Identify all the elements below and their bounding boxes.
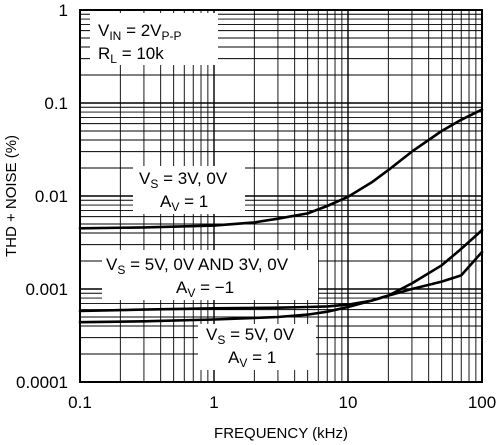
series-group: [78, 108, 484, 324]
y-tick-label: 0.01: [35, 187, 68, 206]
annotations: VIN = 2VP-P RL = 10k VS = 3V, 0V AV = 1 …: [90, 13, 318, 370]
curve3-av: AV = 1: [228, 348, 276, 370]
y-tick-label: 0.001: [25, 280, 68, 299]
curve1-label-bg: [133, 166, 245, 214]
curve2-vs: VS = 5V, 0V AND 3V, 0V: [106, 255, 289, 277]
x-axis-title: FREQUENCY (kHz): [214, 425, 348, 442]
series-line-3: [78, 250, 484, 324]
tick-labels: 0.1 1 10 100 0.0001 0.001 0.01 0.1 1: [16, 1, 496, 412]
curve3-label-bg: [198, 324, 316, 370]
curve1-vs: VS = 3V, 0V: [139, 169, 228, 191]
y-tick-label: 0.1: [44, 94, 68, 113]
curve3-vs: VS = 5V, 0V: [206, 325, 295, 347]
condition-rl: RL = 10k: [98, 44, 164, 66]
series-line-2: [78, 228, 484, 313]
y-axis-title: THD + NOISE (%): [3, 135, 20, 257]
series-line-1: [78, 108, 484, 230]
x-tick-label: 1: [209, 393, 218, 412]
x-tick-label: 100: [468, 393, 496, 412]
curve1-av: AV = 1: [160, 192, 208, 214]
curve2-label-bg: [102, 250, 318, 300]
x-tick-label: 0.1: [68, 393, 92, 412]
y-tick-label: 0.0001: [16, 373, 68, 392]
y-tick-label: 1: [59, 1, 68, 20]
condition-vin: VIN = 2VP-P: [98, 21, 182, 43]
curve2-av: AV = −1: [176, 278, 234, 300]
plot-frame: [79, 9, 483, 383]
x-tick-label: 10: [339, 393, 358, 412]
conditions-box-bg: [90, 13, 218, 65]
